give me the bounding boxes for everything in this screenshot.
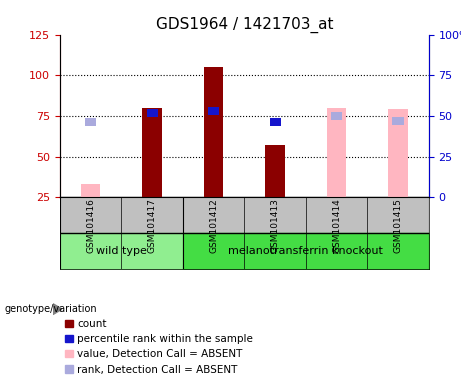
Text: GSM101416: GSM101416: [86, 198, 95, 253]
Bar: [85, 118, 96, 126]
Bar: [208, 107, 219, 115]
Text: wild type: wild type: [96, 246, 147, 256]
Text: GSM101417: GSM101417: [148, 198, 157, 253]
Text: GSM101414: GSM101414: [332, 198, 341, 253]
Text: GSM101413: GSM101413: [271, 198, 279, 253]
Legend: count, percentile rank within the sample, value, Detection Call = ABSENT, rank, : count, percentile rank within the sample…: [60, 315, 257, 379]
Bar: [265, 145, 285, 197]
Bar: [388, 109, 408, 197]
Bar: [327, 108, 346, 197]
Title: GDS1964 / 1421703_at: GDS1964 / 1421703_at: [155, 17, 333, 33]
Bar: [81, 184, 100, 197]
Text: melanotransferrin knockout: melanotransferrin knockout: [228, 246, 383, 256]
Text: GSM101415: GSM101415: [394, 198, 402, 253]
Bar: [392, 117, 403, 125]
Bar: [147, 109, 158, 117]
Text: genotype/variation: genotype/variation: [5, 304, 97, 314]
Bar: [331, 112, 342, 120]
Polygon shape: [53, 304, 62, 314]
Bar: [270, 118, 281, 126]
Bar: [142, 108, 162, 197]
Bar: [204, 67, 224, 197]
Text: GSM101412: GSM101412: [209, 198, 218, 253]
